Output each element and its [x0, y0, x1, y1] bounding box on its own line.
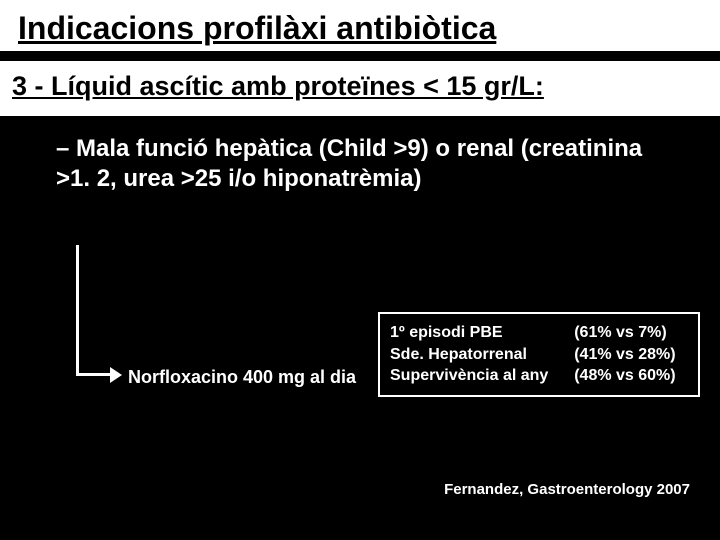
- outcomes-box: 1º episodi PBE (61% vs 7%) Sde. Hepatorr…: [378, 312, 700, 397]
- drug-label: Norfloxacino 400 mg al dia: [128, 367, 356, 388]
- slide: Indicacions profilàxi antibiòtica 3 - Lí…: [0, 0, 720, 540]
- outcome-label: 1º episodi PBE: [390, 322, 566, 344]
- slide-title: Indicacions profilàxi antibiòtica: [18, 10, 702, 47]
- title-band: Indicacions profilàxi antibiòtica: [0, 0, 720, 51]
- outcome-value: (41% vs 28%): [566, 344, 688, 366]
- outcome-value: (48% vs 60%): [566, 365, 688, 387]
- arrow-head-icon: [110, 367, 122, 383]
- outcome-label: Supervivència al any: [390, 365, 566, 387]
- body-area: – Mala funció hepàtica (Child >9) o rena…: [0, 116, 720, 194]
- arrow-vertical: [76, 245, 79, 375]
- outcome-label: Sde. Hepatorrenal: [390, 344, 566, 366]
- section-heading: 3 - Líquid ascític amb proteïnes < 15 gr…: [12, 71, 708, 102]
- bullet-item: – Mala funció hepàtica (Child >9) o rena…: [56, 134, 680, 194]
- table-row: Sde. Hepatorrenal (41% vs 28%): [390, 344, 688, 366]
- outcomes-table: 1º episodi PBE (61% vs 7%) Sde. Hepatorr…: [390, 322, 688, 387]
- table-row: Supervivència al any (48% vs 60%): [390, 365, 688, 387]
- arrow-horizontal: [76, 373, 112, 376]
- outcome-value: (61% vs 7%): [566, 322, 688, 344]
- citation: Fernandez, Gastroenterology 2007: [444, 481, 690, 498]
- table-row: 1º episodi PBE (61% vs 7%): [390, 322, 688, 344]
- section-band: 3 - Líquid ascític amb proteïnes < 15 gr…: [0, 61, 720, 116]
